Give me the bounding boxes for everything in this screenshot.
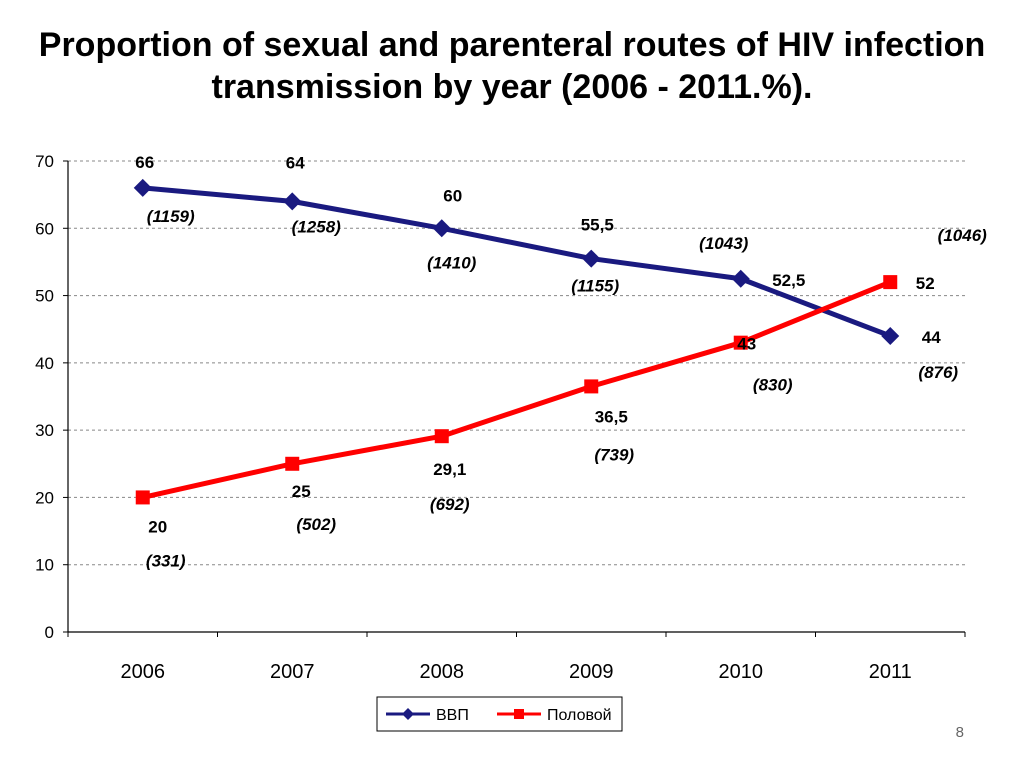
data-point [135, 490, 150, 505]
x-tick-label: 2006 [121, 661, 166, 683]
data-label: 52 [916, 274, 935, 293]
count-label: (331) [146, 551, 186, 570]
x-tick-label: 2007 [270, 661, 315, 683]
data-label: 60 [443, 186, 462, 205]
y-tick-label: 60 [35, 219, 54, 238]
data-label: 52,5 [772, 271, 805, 290]
gridlines: 0 10 20 30 40 50 60 70 [35, 152, 965, 642]
y-tick-label: 10 [35, 556, 54, 575]
count-label: (1159) [147, 207, 195, 226]
series-vvp: 66 (1159) 64 (1258) 60 (1410) 55,5 (1155) 52,5 (1… [133, 153, 958, 382]
data-point [881, 326, 900, 345]
legend-marker [402, 708, 414, 720]
series-line [142, 185, 892, 339]
series-line [142, 279, 892, 500]
data-point [883, 275, 898, 290]
data-label: 64 [286, 153, 305, 172]
data-point [133, 178, 152, 197]
count-label: (502) [296, 515, 336, 534]
title-line-2: transmission by year (2006 - 2011.%). [211, 68, 813, 106]
data-label: 29,1 [433, 460, 466, 479]
x-tick-label: 2009 [569, 661, 614, 683]
y-tick-label: 30 [35, 421, 54, 440]
slide-title: Proportion of sexual and parenteral rout… [0, 24, 1024, 108]
data-label: 66 [135, 153, 154, 172]
legend-label: ВВП [436, 707, 469, 724]
data-point [582, 249, 601, 268]
data-point [285, 456, 300, 471]
data-point [731, 269, 750, 288]
y-tick-label: 40 [35, 354, 54, 373]
data-label: 43 [737, 335, 756, 354]
data-point [283, 192, 302, 211]
count-label: (830) [753, 376, 793, 395]
count-label: (1410) [427, 253, 476, 272]
data-point [434, 429, 449, 444]
data-label: 55,5 [581, 216, 614, 235]
y-tick-label: 50 [35, 287, 54, 306]
page-number: 8 [955, 724, 964, 741]
title-line-1: Proportion of sexual and parenteral rout… [38, 26, 986, 64]
data-label: 44 [922, 328, 941, 347]
x-tick-label: 2011 [869, 661, 912, 683]
data-point [584, 379, 599, 394]
count-label: (1155) [571, 277, 619, 296]
y-tick-label: 20 [35, 488, 54, 507]
data-point [733, 335, 748, 350]
data-label: 20 [148, 517, 167, 536]
data-point [432, 219, 451, 238]
legend-label: Половой [547, 707, 612, 724]
y-tick-label: 70 [35, 152, 54, 171]
x-tick-label: 2010 [719, 661, 764, 683]
series-polovoy: 20 (331) 25 (502) 29,1 (692) 36,5 (739) 43 (830) 5… [135, 226, 987, 570]
count-label: (692) [430, 495, 470, 514]
data-label: 25 [292, 482, 311, 501]
count-label: (739) [594, 445, 634, 464]
x-tick-label: 2008 [420, 661, 465, 683]
count-label: (1043) [699, 234, 748, 253]
count-label: (1046) [938, 226, 987, 245]
count-label: (1258) [292, 217, 341, 236]
legend-marker [514, 709, 524, 719]
count-label: (876) [918, 363, 958, 382]
data-label: 36,5 [595, 407, 628, 426]
y-tick-label: 0 [45, 623, 54, 642]
legend: ВВП Половой [376, 696, 623, 732]
